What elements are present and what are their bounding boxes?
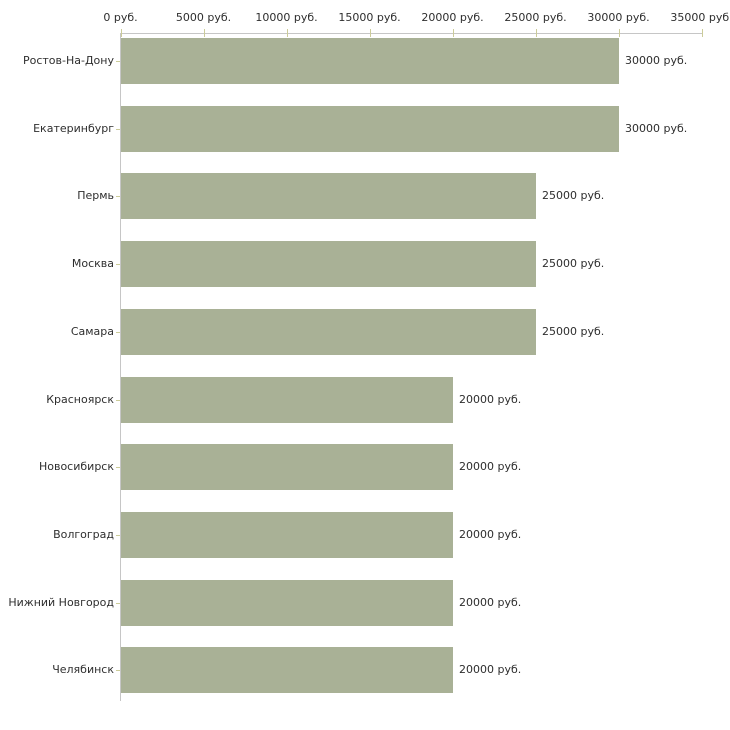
category-label: Москва [71,257,114,271]
x-axis-tick [203,29,205,37]
y-axis-tick [116,534,120,536]
y-axis-tick [116,399,120,401]
bar-value-label: 20000 руб. [459,527,522,541]
category-label: Пермь [77,189,114,203]
bar-value-label: 30000 руб. [625,121,688,135]
y-axis-tick [116,670,120,672]
x-axis-tick [618,29,620,37]
x-axis-tick-label: 35000 руб. [670,11,730,24]
bar [121,376,453,423]
bar [121,173,536,220]
x-axis-tick-label: 10000 руб. [255,11,318,24]
category-label: Екатеринбург [33,121,114,135]
x-axis-tick [535,29,537,37]
category-label: Самара [70,324,114,338]
y-axis-tick [116,128,120,130]
bar [121,38,619,84]
x-axis-tick [120,29,122,37]
bar [121,308,536,355]
bar-value-label: 25000 руб. [542,189,605,203]
y-axis-tick [116,467,120,469]
bar-value-label: 20000 руб. [459,595,522,609]
category-label: Челябинск [52,663,114,677]
y-axis-tick [116,602,120,604]
bar-value-label: 30000 руб. [625,54,688,67]
category-label: Нижний Новгород [8,595,114,609]
bar [121,241,536,288]
y-axis-tick [116,264,120,266]
y-axis-tick [116,196,120,198]
bar [121,647,453,694]
x-axis-tick [701,29,703,37]
y-axis-line [120,33,121,701]
y-axis-tick [116,331,120,333]
x-axis-tick-label: 0 руб. [103,11,138,24]
category-label: Ростов-На-Дону [22,54,114,67]
bar-value-label: 20000 руб. [459,460,522,474]
y-axis-tick [116,61,120,62]
bar [121,105,619,152]
x-axis-tick [452,29,454,37]
bar [121,579,453,626]
bar-value-label: 25000 руб. [542,257,605,271]
bar [121,444,453,491]
x-axis-tick-label: 20000 руб. [421,11,484,24]
category-label: Новосибирск [38,460,114,474]
x-axis-tick-label: 25000 руб. [504,11,567,24]
x-axis-tick-label: 30000 руб. [587,11,650,24]
category-label: Красноярск [46,392,114,406]
x-axis-tick [286,29,288,37]
bar [121,511,453,558]
category-label: Волгоград [53,527,114,541]
x-axis-tick-label: 5000 руб. [175,11,232,24]
bar-value-label: 20000 руб. [459,663,522,677]
x-axis-tick [369,29,371,37]
x-axis-tick-label: 15000 руб. [338,11,401,24]
x-axis-line [120,33,702,34]
bar-value-label: 20000 руб. [459,392,522,406]
bar-value-label: 25000 руб. [542,324,605,338]
